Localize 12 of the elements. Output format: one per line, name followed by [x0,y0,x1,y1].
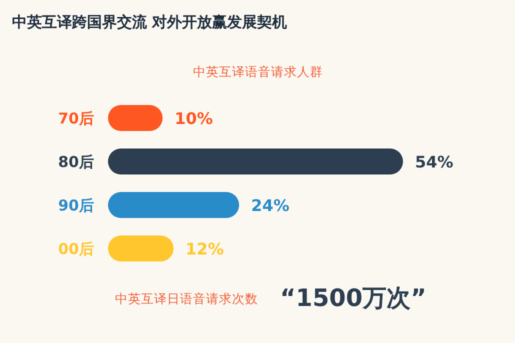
value-label: 10% [174,109,213,128]
subtitle: 中英互译语音请求人群 [193,64,323,79]
category-label: 80后 [58,153,94,171]
value-label: 12% [186,240,224,258]
annotation: “1500万次” [280,284,426,312]
category-label: 00后 [58,240,94,258]
annotation: 中英互译日语音请求次数 [115,291,258,306]
value-label: 54% [415,152,454,172]
category-label: 70后 [58,110,94,128]
value-label: 24% [251,196,290,215]
title: 中英互译跨国界交流 对外开放赢发展契机 [12,13,288,31]
category-label: 90后 [58,196,94,214]
